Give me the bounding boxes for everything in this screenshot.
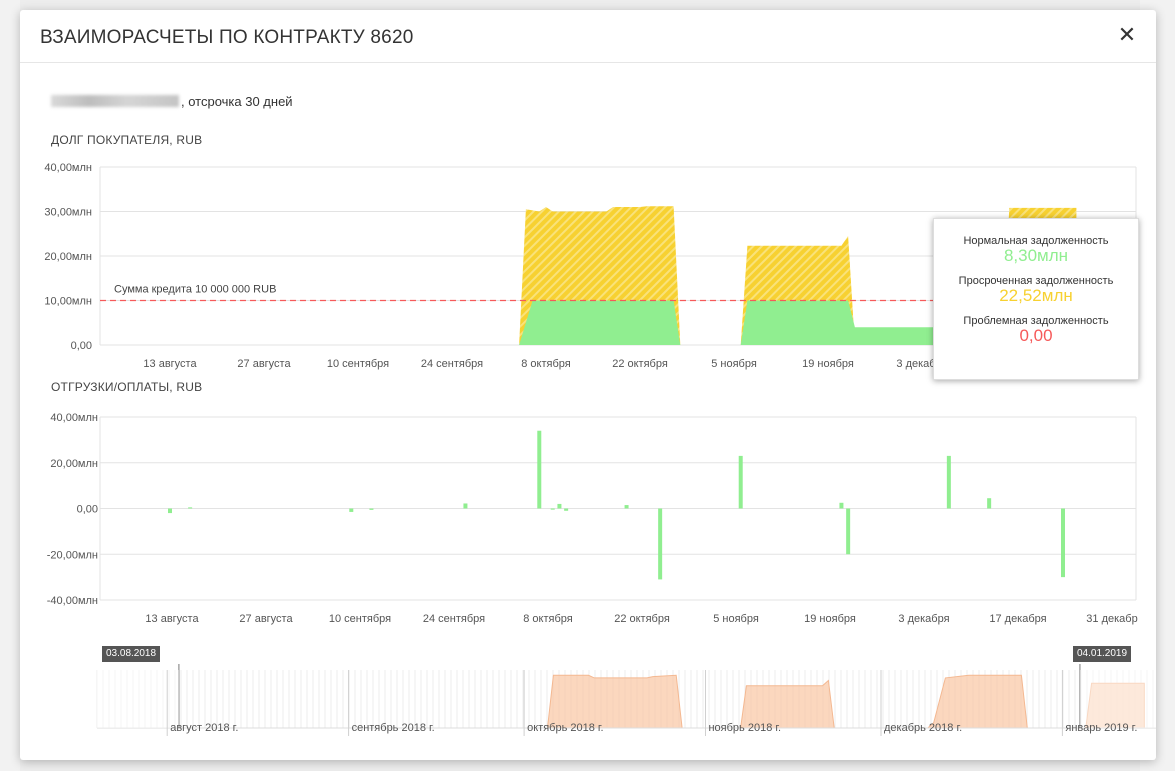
tooltip-problem-label: Проблемная задолженность bbox=[963, 315, 1109, 327]
credit-limit-label: Сумма кредита 10 000 000 RUB bbox=[114, 284, 276, 296]
y-tick-label: 30,00млн bbox=[44, 207, 92, 219]
x-tick-label: 5 ноября bbox=[711, 358, 757, 370]
settlements-modal: ВЗАИМОРАСЧЕТЫ ПО КОНТРАКТУ 8620 ✕ , отср… bbox=[20, 10, 1156, 760]
redacted-buyer-name bbox=[51, 95, 179, 107]
range-end-flag[interactable]: 04.01.2019 bbox=[1073, 646, 1132, 662]
range-start-flag[interactable]: 03.08.2018 bbox=[102, 646, 161, 662]
modal-header: ВЗАИМОРАСЧЕТЫ ПО КОНТРАКТУ 8620 ✕ bbox=[20, 10, 1156, 63]
navigator-mask-left bbox=[97, 670, 179, 728]
flow-bar bbox=[463, 503, 468, 509]
flow-bar bbox=[188, 507, 193, 509]
x-tick-label: 17 декабря bbox=[989, 613, 1046, 625]
debt-chart[interactable]: 0,00 10,00млн 20,00млн 30,00млн 40,00млн 13 а… bbox=[20, 155, 1156, 380]
y-tick-label: 20,00млн bbox=[44, 251, 92, 263]
x-tick-label: 27 августа bbox=[237, 358, 291, 370]
tooltip-normal-label: Нормальная задолженность bbox=[963, 235, 1109, 247]
x-tick-label: 8 октября bbox=[523, 613, 573, 625]
flow-bar bbox=[550, 508, 555, 510]
navigator-series bbox=[546, 674, 1145, 729]
y-tick-label: 0,00 bbox=[71, 340, 92, 352]
range-navigator[interactable]: август 2018 г. сентябрь 2018 г. октябрь 20… bbox=[20, 640, 1156, 740]
x-tick-label: 8 октября bbox=[521, 358, 571, 370]
flow-bar bbox=[624, 505, 629, 509]
y-tick-label: 10,00млн bbox=[44, 296, 92, 308]
modal-title: ВЗАИМОРАСЧЕТЫ ПО КОНТРАКТУ 8620 bbox=[40, 27, 414, 48]
x-tick-label: 22 октября bbox=[612, 358, 668, 370]
x-tick-label: 10 сентября bbox=[329, 613, 391, 625]
x-tick-label: 22 октября bbox=[614, 613, 670, 625]
flow-bar bbox=[658, 508, 663, 580]
tooltip-overdue-value: 22,52млн bbox=[999, 286, 1073, 305]
navigator-month-label: август 2018 г. bbox=[170, 722, 238, 734]
close-icon[interactable]: ✕ bbox=[1117, 22, 1137, 47]
x-tick-label: 24 сентября bbox=[423, 613, 485, 625]
flows-section-title: ОТГРУЗКИ/ОПЛАТЫ, RUB bbox=[51, 380, 203, 394]
y-tick-label: 20,00млн bbox=[50, 458, 98, 470]
x-tick-label: 31 декабр bbox=[1086, 613, 1137, 625]
y-tick-label: -40,00млн bbox=[47, 595, 98, 607]
navigator-month-label: ноябрь 2018 г. bbox=[708, 722, 781, 734]
x-tick-label: 3 декабря bbox=[898, 613, 949, 625]
x-tick-label: 24 сентября bbox=[421, 358, 483, 370]
debt-section-title: ДОЛГ ПОКУПАТЕЛЯ, RUB bbox=[51, 133, 203, 147]
x-tick-label: 19 ноября bbox=[804, 613, 856, 625]
flow-bar bbox=[369, 508, 374, 510]
x-tick-label: 13 августа bbox=[145, 613, 199, 625]
flow-bar bbox=[349, 508, 354, 512]
debt-tooltip: Нормальная задолженность 8,30млн Просроч… bbox=[933, 218, 1139, 380]
payment-delay-text: , отсрочка 30 дней bbox=[181, 94, 293, 109]
flow-bar bbox=[1061, 508, 1065, 578]
tooltip-normal-value: 8,30млн bbox=[1003, 246, 1069, 265]
y-tick-label: 0,00 bbox=[77, 504, 98, 516]
flow-bar bbox=[168, 508, 172, 514]
flow-bar bbox=[557, 503, 562, 509]
x-tick-label: 10 сентября bbox=[327, 358, 389, 370]
navigator-month-label: сентябрь 2018 г. bbox=[352, 722, 435, 734]
flow-bar bbox=[846, 508, 851, 555]
flow-bar bbox=[738, 455, 743, 509]
flow-bar bbox=[839, 502, 844, 509]
contract-subtitle: , отсрочка 30 дней bbox=[51, 94, 293, 109]
x-tick-label: 19 ноября bbox=[802, 358, 854, 370]
navigator-month-label: декабрь 2018 г. bbox=[884, 722, 962, 734]
page-backdrop-left bbox=[0, 0, 20, 771]
tooltip-overdue-label: Просроченная задолженность bbox=[958, 275, 1114, 287]
y-tick-label: 40,00млн bbox=[44, 162, 92, 174]
x-tick-label: 27 августа bbox=[239, 613, 293, 625]
navigator-month-label: октябрь 2018 г. bbox=[527, 722, 604, 734]
y-tick-label: -20,00млн bbox=[47, 549, 98, 561]
x-tick-label: 13 августа bbox=[143, 358, 197, 370]
flow-bar bbox=[987, 498, 992, 509]
flow-bar bbox=[537, 430, 542, 509]
flow-bar bbox=[564, 508, 569, 511]
navigator-mask-right bbox=[1079, 670, 1156, 728]
x-tick-label: 5 ноября bbox=[713, 613, 759, 625]
y-tick-label: 40,00млн bbox=[50, 412, 98, 424]
flow-bar bbox=[946, 455, 951, 509]
tooltip-problem-value: 0,00 bbox=[1019, 326, 1053, 345]
flows-chart[interactable]: -40,00млн -20,00млн 0,00 20,00млн 40,00млн 13… bbox=[20, 405, 1156, 630]
navigator-month-label: январь 2019 г. bbox=[1065, 722, 1137, 734]
